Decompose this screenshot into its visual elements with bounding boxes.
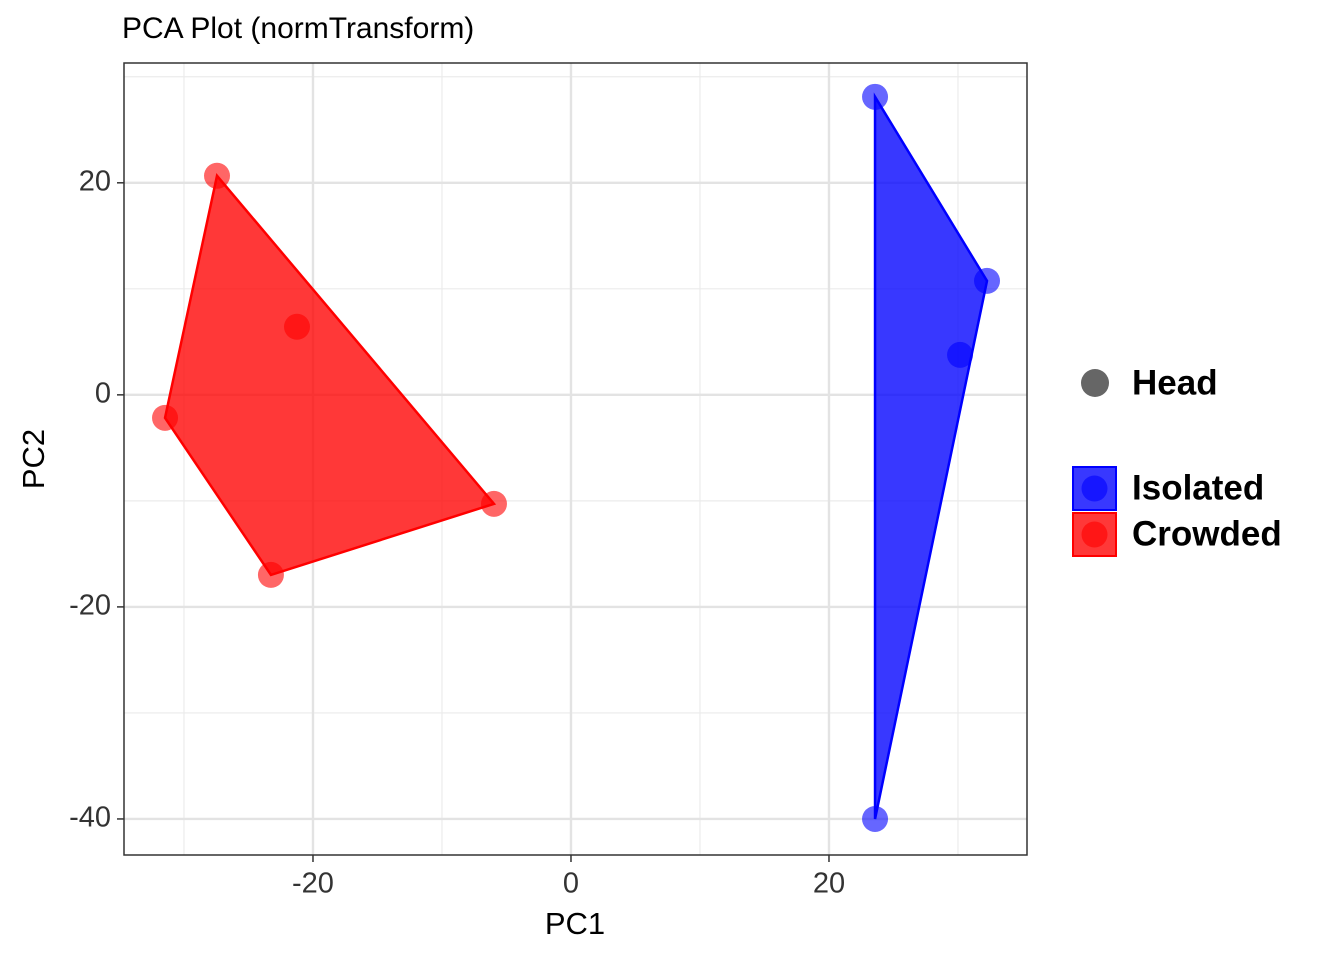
y-tick-label: 0 — [95, 378, 111, 410]
hull — [873, 92, 989, 820]
x-tick-label: 20 — [813, 868, 845, 900]
legend-key-point — [1081, 521, 1108, 548]
point — [480, 490, 507, 517]
legend-label: Head — [1132, 363, 1218, 402]
point — [862, 83, 889, 110]
x-tick-label: -20 — [292, 868, 334, 900]
y-tick-label: -40 — [69, 802, 111, 834]
x-axis-title: PC1 — [545, 906, 605, 941]
legend-label: Crowded — [1132, 514, 1282, 553]
x-tick-label: 0 — [563, 868, 579, 900]
legend-label: Isolated — [1132, 468, 1264, 507]
legend-shape-key — [1081, 369, 1109, 397]
point — [283, 313, 310, 340]
point — [862, 805, 889, 832]
hull — [163, 173, 497, 577]
point — [947, 341, 974, 368]
point — [204, 162, 231, 189]
point — [257, 561, 284, 588]
legend-key-point — [1081, 475, 1108, 502]
chart-title: PCA Plot (normTransform) — [122, 12, 474, 45]
y-tick-label: 20 — [79, 165, 111, 197]
point — [974, 267, 1001, 294]
y-tick-label: -20 — [69, 590, 111, 622]
panel-border — [123, 62, 1028, 856]
y-axis-title: PC2 — [16, 429, 51, 489]
point — [152, 404, 179, 431]
